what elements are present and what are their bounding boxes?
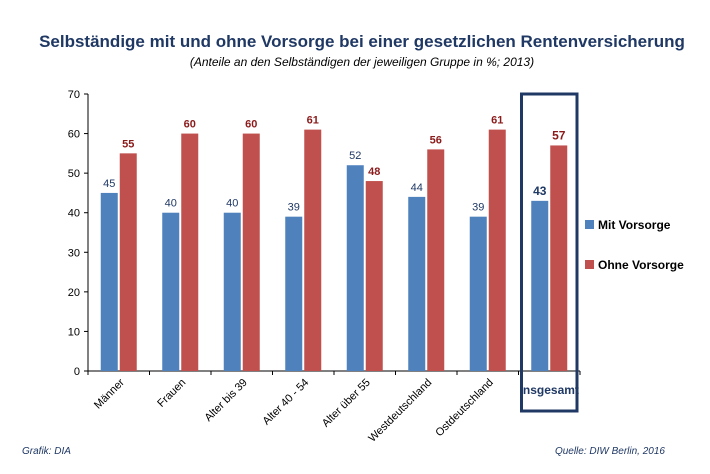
bar-ohne-vorsorge xyxy=(181,133,199,371)
highlight-frame xyxy=(520,92,579,413)
y-tick-label: 60 xyxy=(68,129,80,141)
category-label: Westdeutschland xyxy=(366,377,434,445)
data-label: 39 xyxy=(288,202,300,214)
bar-ohne-vorsorge xyxy=(427,149,445,371)
legend: Mit Vorsorge Ohne Vorsorge xyxy=(585,218,684,272)
bars xyxy=(100,92,579,413)
bar-mit-vorsorge xyxy=(408,196,426,371)
chart-title: Selbständige mit und ohne Vorsorge bei e… xyxy=(39,32,685,51)
bar-mit-vorsorge xyxy=(100,192,118,371)
legend-label: Ohne Vorsorge xyxy=(598,258,684,272)
footer-source: Quelle: DIW Berlin, 2016 xyxy=(555,446,665,457)
legend-label: Mit Vorsorge xyxy=(598,218,671,232)
bar-ohne-vorsorge xyxy=(242,133,260,371)
data-label: 52 xyxy=(349,150,361,162)
data-label: 43 xyxy=(533,184,547,198)
y-tick-label: 30 xyxy=(68,247,80,259)
category-label: Alter über 55 xyxy=(320,377,373,430)
bar-mit-vorsorge xyxy=(285,216,303,371)
bar-ohne-vorsorge xyxy=(304,129,322,371)
data-label: 60 xyxy=(245,119,257,131)
category-label: Ostdeutschland xyxy=(433,377,496,440)
data-label: 56 xyxy=(430,134,442,146)
footer-credit: Grafik: DIA xyxy=(22,446,71,457)
category-labels: Männer Frauen Alter bis 39 Alter 40 - 54 Alt… xyxy=(92,376,579,444)
bar-ohne-vorsorge xyxy=(119,153,137,371)
legend-swatch xyxy=(585,220,594,229)
category-label: Insgesamt xyxy=(520,383,579,397)
y-tick-label: 20 xyxy=(68,287,80,299)
bar-mit-vorsorge xyxy=(346,165,364,371)
bar-ohne-vorsorge xyxy=(550,145,568,371)
data-label: 61 xyxy=(491,115,503,127)
bar-mit-vorsorge xyxy=(223,212,241,371)
category-label: Alter bis 39 xyxy=(202,377,249,424)
data-label: 55 xyxy=(122,138,134,150)
data-label: 61 xyxy=(307,115,319,127)
category-label: Männer xyxy=(92,376,127,411)
data-label: 39 xyxy=(472,202,484,214)
y-tick-label: 40 xyxy=(68,208,80,220)
data-label: 40 xyxy=(226,198,238,210)
category-label: Alter 40 - 54 xyxy=(261,377,312,428)
data-label: 44 xyxy=(411,182,423,194)
data-label: 57 xyxy=(552,128,566,142)
legend-swatch xyxy=(585,260,594,269)
y-tick-label: 70 xyxy=(68,89,80,101)
bar-mit-vorsorge xyxy=(531,200,549,371)
category-label: Frauen xyxy=(155,377,188,410)
bar-ohne-vorsorge xyxy=(488,129,506,371)
bar-ohne-vorsorge xyxy=(365,181,383,371)
chart-subtitle: (Anteile an den Selbständigen der jeweil… xyxy=(190,55,534,69)
data-label: 40 xyxy=(165,198,177,210)
data-label: 48 xyxy=(368,166,380,178)
bar-mit-vorsorge xyxy=(162,212,180,371)
y-tick-label: 10 xyxy=(68,326,80,338)
data-label: 45 xyxy=(103,178,115,190)
bar-mit-vorsorge xyxy=(469,216,487,371)
y-tick-label: 50 xyxy=(68,168,80,180)
y-tick-label: 0 xyxy=(74,366,80,378)
data-labels: 45 55 40 60 40 60 39 61 52 48 44 56 39 61 43 57 xyxy=(103,115,566,214)
data-label: 60 xyxy=(184,119,196,131)
